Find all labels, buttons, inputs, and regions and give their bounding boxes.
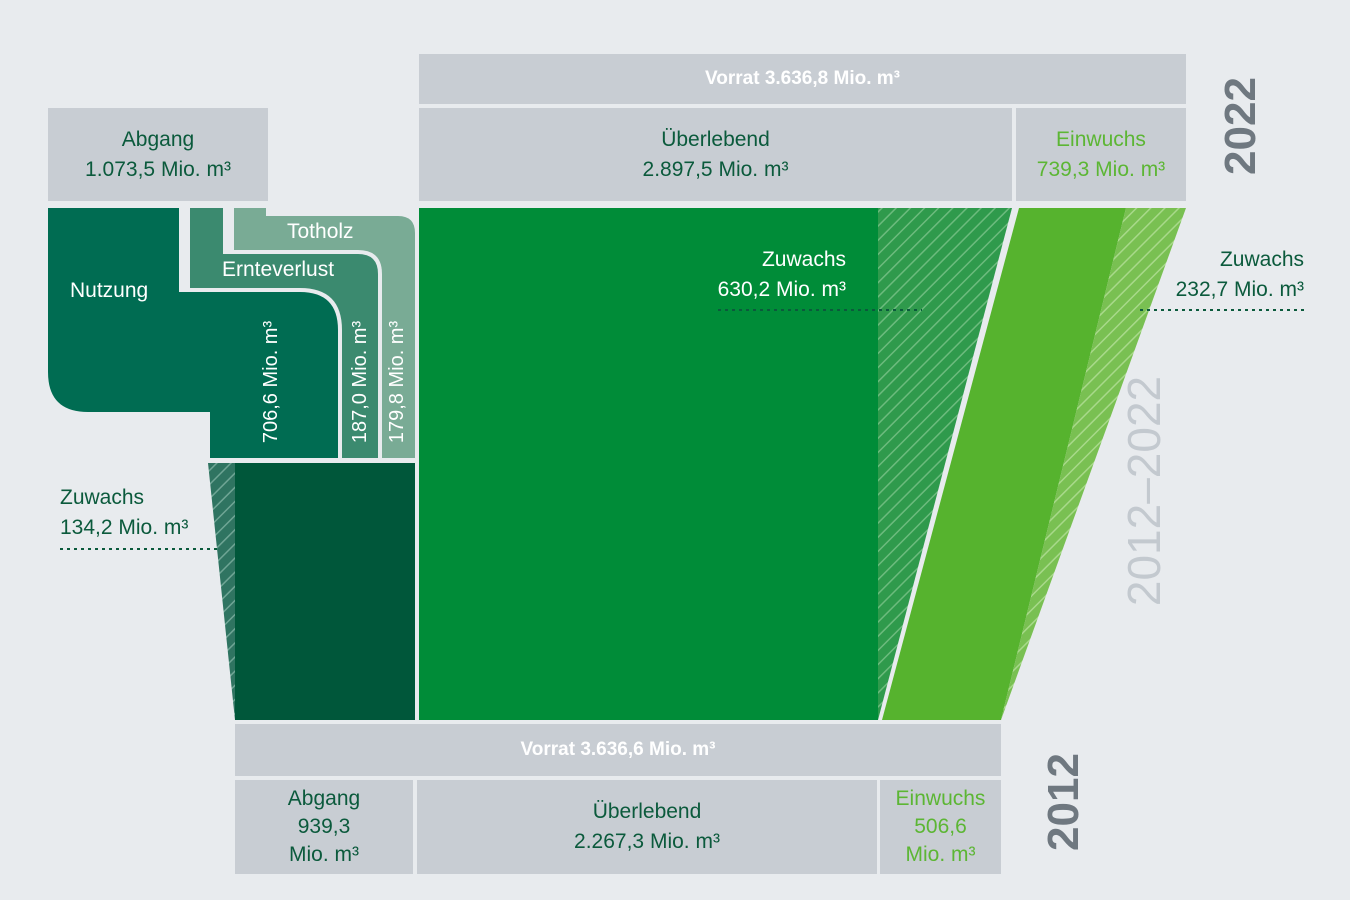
abgang-2022-box: Abgang 1.073,5 Mio. m³ (48, 108, 268, 201)
nutzung-flow (48, 208, 338, 458)
period-label: 2012–2022 (1118, 375, 1170, 607)
abgang-2022-value: 1.073,5 Mio. m³ (85, 157, 231, 181)
ernteverlust-flow (190, 208, 378, 458)
einwuchs-2012-box: Einwuchs 506,6 Mio. m³ (880, 780, 1001, 874)
einwuchs-2012-unit: Mio. m³ (905, 843, 976, 866)
einwuchs-2022-value: 739,3 Mio. m³ (1036, 157, 1166, 181)
zuwachs-einwuchs-title: Zuwachs (1219, 248, 1304, 271)
ueberlebend-2022-value: 2.897,5 Mio. m³ (642, 157, 789, 181)
vorrat-2022-bar: Vorrat 3.636,8 Mio. m³ (419, 54, 1186, 104)
einwuchs-2012-value: 506,6 (914, 815, 967, 838)
zuwachs-ueberlebend-hatch (878, 208, 1012, 720)
ernteverlust-label: Ernteverlust (222, 258, 335, 281)
vorrat-2022-label: Vorrat 3.636,8 Mio. m³ (705, 68, 900, 89)
zuwachs-einwuchs-value: 232,7 Mio. m³ (1175, 278, 1304, 301)
ueberlebend-2022-box: Überlebend 2.897,5 Mio. m³ (419, 108, 1012, 201)
year-2022-label: 2022 (1216, 77, 1265, 175)
nutzung-value: 706,6 Mio. m³ (260, 320, 282, 444)
totholz-label: Totholz (287, 220, 354, 243)
ernteverlust-value: 187,0 Mio. m³ (349, 320, 371, 444)
zuwachs-ueberlebend-title: Zuwachs (761, 248, 846, 271)
abgang-2012-block (235, 463, 415, 720)
einwuchs-2012-title: Einwuchs (895, 787, 986, 810)
totholz-value: 179,8 Mio. m³ (386, 320, 408, 444)
totholz-flow (234, 208, 415, 458)
abgang-2022-title: Abgang (121, 127, 195, 151)
einwuchs-2022-box: Einwuchs 739,3 Mio. m³ (1016, 108, 1186, 201)
ueberlebend-2012-value: 2.267,3 Mio. m³ (574, 830, 720, 853)
zuwachs-ueberlebend-value: 630,2 Mio. m³ (717, 278, 846, 301)
year-2012-label: 2012 (1039, 753, 1088, 851)
vorrat-2012-label: Vorrat 3.636,6 Mio. m³ (520, 739, 716, 760)
zuwachs-abgang-label: Zuwachs 134,2 Mio. m³ (60, 483, 188, 543)
zuwachs-einwuchs-hatch (1001, 208, 1186, 720)
zuwachs-abgang-value: 134,2 Mio. m³ (60, 516, 189, 539)
abgang-2012-unit: Mio. m³ (289, 843, 359, 866)
abgang-2012-box: Abgang 939,3 Mio. m³ (235, 780, 413, 874)
einwuchs-block (882, 208, 1126, 720)
zuwachs-abgang-title: Zuwachs (60, 486, 145, 509)
zuwachs-abgang-hatch (208, 463, 235, 720)
ueberlebend-2012-box: Überlebend 2.267,3 Mio. m³ (417, 780, 877, 874)
ueberlebend-2012-title: Überlebend (592, 800, 702, 823)
vorrat-2012-bar: Vorrat 3.636,6 Mio. m³ (235, 724, 1001, 776)
abgang-2012-value: 939,3 (297, 815, 351, 838)
ueberlebend-2022-title: Überlebend (661, 127, 770, 151)
abgang-2012-title: Abgang (287, 787, 361, 810)
zuwachs-einwuchs-label: Zuwachs 232,7 Mio. m³ (1120, 245, 1304, 305)
ueberlebend-block (419, 208, 878, 720)
nutzung-label: Nutzung (70, 279, 149, 302)
einwuchs-2022-title: Einwuchs (1056, 127, 1146, 151)
zuwachs-ueberlebend-label: Zuwachs 630,2 Mio. m³ (640, 245, 846, 305)
